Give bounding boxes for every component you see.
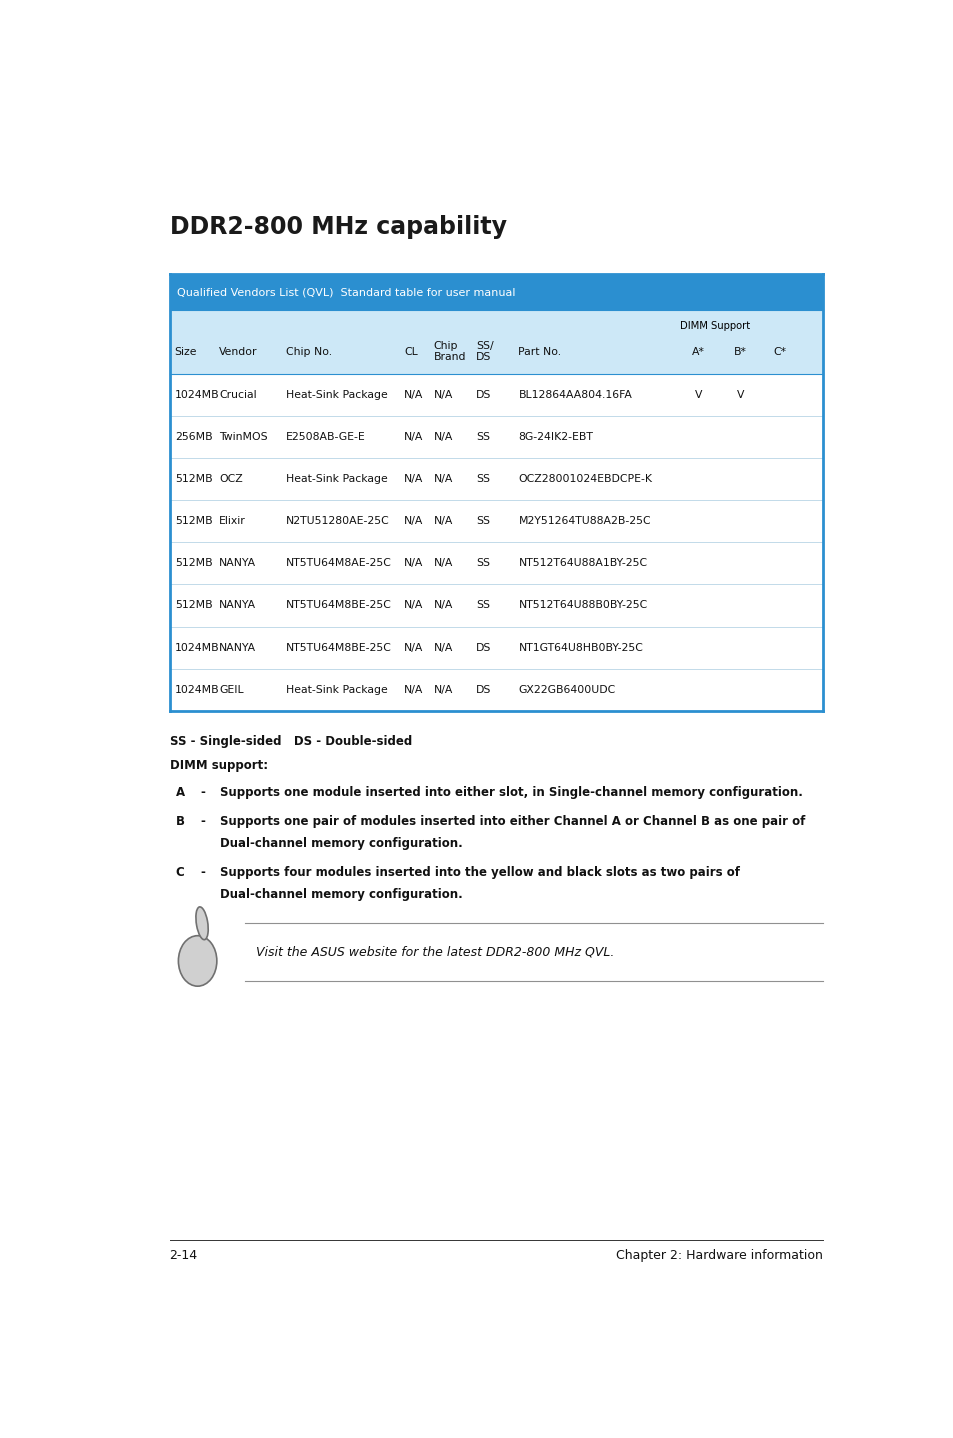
Text: 2-14: 2-14 xyxy=(170,1248,197,1261)
Text: N/A: N/A xyxy=(403,558,423,568)
Text: NT512T64U88A1BY-25C: NT512T64U88A1BY-25C xyxy=(518,558,647,568)
Text: N/A: N/A xyxy=(433,475,453,485)
Text: Dual-channel memory configuration.: Dual-channel memory configuration. xyxy=(219,837,462,850)
Text: Supports one pair of modules inserted into either Channel A or Channel B as one : Supports one pair of modules inserted in… xyxy=(219,815,804,828)
Text: Dual-channel memory configuration.: Dual-channel memory configuration. xyxy=(219,887,462,900)
Text: NT512T64U88B0BY-25C: NT512T64U88B0BY-25C xyxy=(518,601,647,611)
Text: Size: Size xyxy=(174,347,197,357)
Text: N/A: N/A xyxy=(433,601,453,611)
Text: 256MB: 256MB xyxy=(174,433,213,443)
Bar xyxy=(170,542,822,584)
Text: 512MB: 512MB xyxy=(174,558,213,568)
Text: Qualified Vendors List (QVL)  Standard table for user manual: Qualified Vendors List (QVL) Standard ta… xyxy=(176,288,515,298)
Text: N/A: N/A xyxy=(433,558,453,568)
Text: SS: SS xyxy=(476,558,490,568)
Text: SS: SS xyxy=(476,433,490,443)
Text: NT5TU64M8BE-25C: NT5TU64M8BE-25C xyxy=(285,643,391,653)
Text: A*: A* xyxy=(691,347,704,357)
Text: CL: CL xyxy=(403,347,417,357)
Bar xyxy=(170,669,822,710)
Text: DIMM support:: DIMM support: xyxy=(170,759,268,772)
Text: E2508AB-GE-E: E2508AB-GE-E xyxy=(285,433,365,443)
Text: Supports one module inserted into either slot, in Single-channel memory configur: Supports one module inserted into either… xyxy=(219,787,801,800)
Text: NANYA: NANYA xyxy=(219,601,256,611)
Text: -: - xyxy=(200,815,205,828)
Text: DS: DS xyxy=(476,390,491,400)
Text: N/A: N/A xyxy=(403,475,423,485)
Text: TwinMOS: TwinMOS xyxy=(219,433,268,443)
Text: 1024MB: 1024MB xyxy=(174,390,219,400)
Bar xyxy=(170,416,822,459)
Text: V: V xyxy=(736,390,743,400)
Text: N/A: N/A xyxy=(433,390,453,400)
Text: B*: B* xyxy=(733,347,746,357)
Text: N/A: N/A xyxy=(403,390,423,400)
Bar xyxy=(170,627,822,669)
Text: 8G-24IK2-EBT: 8G-24IK2-EBT xyxy=(518,433,593,443)
Text: GX22GB6400UDC: GX22GB6400UDC xyxy=(518,684,615,695)
Text: N/A: N/A xyxy=(403,643,423,653)
Text: DS: DS xyxy=(476,684,491,695)
Text: SS - Single-sided   DS - Double-sided: SS - Single-sided DS - Double-sided xyxy=(170,735,412,748)
Text: Elixir: Elixir xyxy=(219,516,246,526)
Bar xyxy=(170,309,822,374)
Text: -: - xyxy=(200,787,205,800)
Text: Chip
Brand: Chip Brand xyxy=(433,341,465,362)
Text: SS: SS xyxy=(476,601,490,611)
Text: NT5TU64M8AE-25C: NT5TU64M8AE-25C xyxy=(285,558,391,568)
Text: DDR2-800 MHz capability: DDR2-800 MHz capability xyxy=(170,214,506,239)
Text: Chapter 2: Hardware information: Chapter 2: Hardware information xyxy=(616,1248,822,1261)
Text: 1024MB: 1024MB xyxy=(174,684,219,695)
Text: N/A: N/A xyxy=(433,643,453,653)
Text: Visit the ASUS website for the latest DDR2-800 MHz QVL.: Visit the ASUS website for the latest DD… xyxy=(255,946,614,959)
Text: Heat-Sink Package: Heat-Sink Package xyxy=(285,475,387,485)
Text: NT5TU64M8BE-25C: NT5TU64M8BE-25C xyxy=(285,601,391,611)
Text: N/A: N/A xyxy=(403,433,423,443)
Text: 512MB: 512MB xyxy=(174,601,213,611)
Text: Heat-Sink Package: Heat-Sink Package xyxy=(285,684,387,695)
Text: N/A: N/A xyxy=(403,601,423,611)
Text: N/A: N/A xyxy=(433,684,453,695)
Text: GEIL: GEIL xyxy=(219,684,243,695)
Bar xyxy=(170,374,822,416)
Text: 1024MB: 1024MB xyxy=(174,643,219,653)
Text: SS/
DS: SS/ DS xyxy=(476,341,494,362)
Text: C*: C* xyxy=(772,347,785,357)
Text: BL12864AA804.16FA: BL12864AA804.16FA xyxy=(518,390,632,400)
Text: NANYA: NANYA xyxy=(219,643,256,653)
Text: N/A: N/A xyxy=(403,684,423,695)
Bar xyxy=(170,459,822,500)
Text: OCZ: OCZ xyxy=(219,475,243,485)
Ellipse shape xyxy=(195,907,208,939)
Text: SS: SS xyxy=(476,475,490,485)
Text: -: - xyxy=(200,866,205,879)
Text: Crucial: Crucial xyxy=(219,390,256,400)
Text: Heat-Sink Package: Heat-Sink Package xyxy=(285,390,387,400)
Text: V: V xyxy=(694,390,701,400)
Text: N/A: N/A xyxy=(433,433,453,443)
Bar xyxy=(170,584,822,627)
Text: N2TU51280AE-25C: N2TU51280AE-25C xyxy=(285,516,389,526)
Text: 512MB: 512MB xyxy=(174,516,213,526)
Text: 512MB: 512MB xyxy=(174,475,213,485)
Text: N/A: N/A xyxy=(403,516,423,526)
Text: Chip No.: Chip No. xyxy=(285,347,332,357)
Text: OCZ28001024EBDCPE-K: OCZ28001024EBDCPE-K xyxy=(518,475,652,485)
Bar xyxy=(170,275,822,309)
Text: A: A xyxy=(175,787,184,800)
Text: NT1GT64U8HB0BY-25C: NT1GT64U8HB0BY-25C xyxy=(518,643,642,653)
Text: DIMM Support: DIMM Support xyxy=(679,321,750,331)
Text: SS: SS xyxy=(476,516,490,526)
Text: Vendor: Vendor xyxy=(219,347,257,357)
Text: Supports four modules inserted into the yellow and black slots as two pairs of: Supports four modules inserted into the … xyxy=(219,866,739,879)
Text: Part No.: Part No. xyxy=(518,347,561,357)
Text: DS: DS xyxy=(476,643,491,653)
Text: M2Y51264TU88A2B-25C: M2Y51264TU88A2B-25C xyxy=(518,516,651,526)
Text: NANYA: NANYA xyxy=(219,558,256,568)
Bar xyxy=(170,500,822,542)
Text: B: B xyxy=(175,815,184,828)
Text: C: C xyxy=(175,866,184,879)
Text: N/A: N/A xyxy=(433,516,453,526)
Ellipse shape xyxy=(178,936,216,986)
